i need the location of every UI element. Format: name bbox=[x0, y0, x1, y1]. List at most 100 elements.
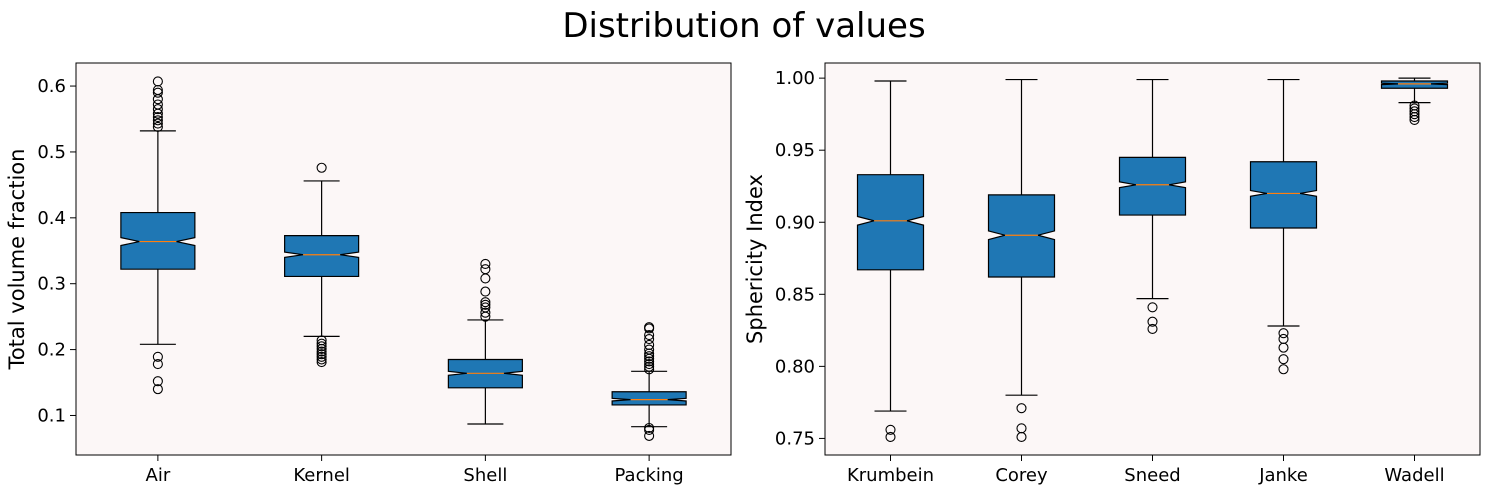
boxplot-sneed bbox=[1118, 78, 1187, 334]
outlier-point bbox=[1409, 100, 1420, 111]
chart-panel-sphericity: 0.75 0.80 0.85 0.90 0.95 1.00 Sphericity Index… bbox=[743, 62, 1481, 486]
outlier-point bbox=[152, 359, 163, 370]
y-tick-label: 0.75 bbox=[775, 428, 815, 449]
y-tick-label: 0.4 bbox=[37, 208, 66, 229]
y-tick-label: 0.90 bbox=[775, 212, 815, 233]
box bbox=[611, 391, 687, 406]
outlier-point bbox=[316, 335, 327, 346]
outlier-point bbox=[316, 341, 327, 352]
outlier-point bbox=[480, 297, 491, 308]
outlier-point bbox=[480, 299, 491, 310]
box bbox=[284, 235, 360, 278]
y-axis-label: Sphericity Index bbox=[743, 174, 767, 344]
boxplot-corey bbox=[987, 78, 1056, 443]
figure-title: Distribution of values bbox=[562, 6, 925, 46]
x-tick-label: Krumbein bbox=[847, 465, 934, 486]
y-tick-label: 0.6 bbox=[37, 76, 66, 97]
outlier-point bbox=[1409, 103, 1420, 114]
y-tick-label: 1.00 bbox=[775, 68, 815, 89]
outlier-point bbox=[480, 307, 491, 318]
outlier-point bbox=[644, 356, 655, 367]
boxplot-krumbein bbox=[856, 80, 925, 443]
outlier-point bbox=[1409, 106, 1420, 117]
x-tick-label: Sneed bbox=[1124, 465, 1180, 486]
boxplot-packing bbox=[611, 322, 687, 441]
boxplot-shell bbox=[447, 258, 523, 425]
outlier-point bbox=[316, 354, 327, 365]
y-tick-label: 0.5 bbox=[37, 142, 66, 163]
y-tick-label: 0.3 bbox=[37, 274, 66, 295]
outlier-point bbox=[152, 351, 163, 362]
y-tick-label: 0.95 bbox=[775, 140, 815, 161]
x-tick-label: Corey bbox=[995, 465, 1048, 486]
outlier-point bbox=[644, 361, 655, 372]
outlier-point bbox=[1016, 403, 1027, 414]
x-tick-label: Air bbox=[146, 465, 171, 486]
outlier-point bbox=[152, 87, 163, 98]
y-axis-label: Total volume fraction bbox=[5, 149, 29, 371]
outlier-point bbox=[480, 264, 491, 275]
x-tick-label: Packing bbox=[615, 465, 684, 486]
outlier-point bbox=[152, 376, 163, 387]
outlier-point bbox=[1278, 364, 1289, 375]
outlier-point bbox=[152, 99, 163, 110]
outlier-point bbox=[885, 431, 896, 443]
outlier-point bbox=[885, 424, 896, 435]
box bbox=[987, 194, 1056, 278]
outlier-point bbox=[316, 346, 327, 357]
outlier-point bbox=[644, 344, 655, 355]
outlier-point bbox=[152, 111, 163, 123]
box bbox=[1249, 161, 1318, 229]
outlier-point bbox=[644, 422, 655, 434]
outlier-point bbox=[480, 286, 491, 297]
axes-frame bbox=[75, 62, 732, 456]
outlier-point bbox=[152, 384, 163, 395]
outlier-point bbox=[152, 121, 163, 132]
x-tick-label: Janke bbox=[1258, 465, 1308, 486]
outlier-point bbox=[152, 115, 163, 126]
outlier-point bbox=[644, 430, 655, 441]
box bbox=[1118, 156, 1187, 216]
outlier-point bbox=[644, 359, 655, 370]
outlier-point bbox=[1147, 302, 1158, 313]
y-tick-label: 0.2 bbox=[37, 340, 66, 361]
boxplot-janke bbox=[1249, 78, 1318, 375]
chart-panel-volume-fraction: 0.1 0.2 0.3 0.4 0.5 0.6 Total volume fraction A… bbox=[5, 62, 732, 486]
outlier-point bbox=[644, 364, 655, 375]
x-tick-label: Shell bbox=[463, 465, 507, 486]
outlier-point bbox=[152, 76, 163, 87]
axes-frame bbox=[824, 62, 1481, 456]
outlier-point bbox=[1278, 354, 1289, 365]
outlier-point bbox=[316, 357, 327, 368]
outlier-point bbox=[316, 349, 327, 360]
y-tick-label: 0.85 bbox=[775, 284, 815, 305]
y-tick-label: 0.80 bbox=[775, 356, 815, 377]
box bbox=[1380, 80, 1449, 89]
outlier-point bbox=[480, 302, 491, 313]
outlier-point bbox=[152, 118, 163, 129]
outlier-point bbox=[644, 330, 655, 341]
boxplot-air bbox=[120, 76, 196, 395]
box bbox=[856, 174, 925, 271]
outlier-point bbox=[1147, 316, 1158, 327]
outlier-point bbox=[644, 322, 655, 333]
boxplot-wadell bbox=[1380, 77, 1449, 125]
box bbox=[120, 211, 196, 270]
outlier-point bbox=[316, 162, 327, 173]
outlier-point bbox=[1278, 333, 1289, 345]
outlier-point bbox=[480, 258, 491, 269]
x-tick-label: Wadell bbox=[1384, 465, 1444, 486]
outlier-point bbox=[316, 338, 327, 349]
outlier-point bbox=[316, 351, 327, 362]
outlier-point bbox=[1016, 423, 1027, 434]
outlier-point bbox=[644, 351, 655, 362]
boxplot-kernel bbox=[284, 162, 360, 368]
outlier-point bbox=[644, 333, 655, 345]
y-tick-label: 0.1 bbox=[37, 405, 66, 426]
outlier-point bbox=[1278, 328, 1289, 339]
outlier-point bbox=[644, 339, 655, 351]
x-tick-label: Kernel bbox=[293, 465, 350, 486]
outlier-point bbox=[152, 104, 163, 115]
outlier-point bbox=[1147, 323, 1158, 334]
